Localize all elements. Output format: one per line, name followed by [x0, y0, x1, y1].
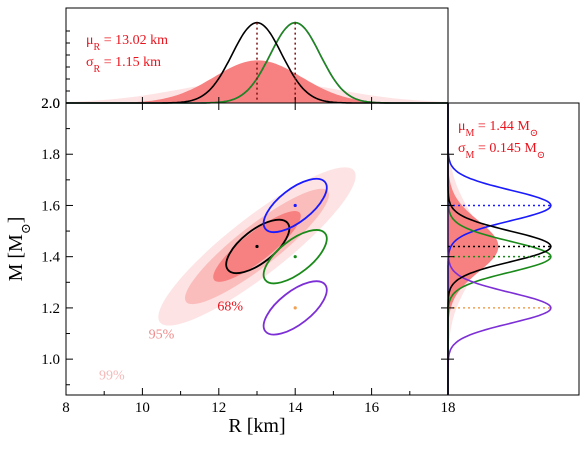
top-mu-label: μR = 13.02 km [86, 33, 168, 53]
series-ellipse-1 [262, 177, 328, 234]
top-y-label: 2.0 [41, 96, 60, 112]
main-panel: 68%95%99% 8 10 12 14 16 181.01.21.41.61.82.0 … [5, 96, 456, 437]
y-tick-label-5: 2.0 [41, 96, 60, 112]
confidence-label-2: 99% [99, 369, 125, 384]
x-tick-label-1: 10 [135, 400, 150, 416]
main-axes-ticks: 8 10 12 14 16 18 1.0 1.2 1.4 1.6 1.8 2.0 [41, 96, 455, 416]
y-tick-label-4: 1.8 [41, 147, 60, 163]
x-tick-label-5: 18 [441, 400, 456, 416]
right-panel: μM = 1.44 M⊙ σM = 0.145 M⊙ [447, 102, 580, 396]
series-ellipse-2 [262, 229, 328, 285]
y-axis-label: M [M⊙] [5, 217, 33, 282]
series-point-1 [293, 203, 297, 208]
x-axis-label: R [km] [228, 415, 285, 437]
series-point-0 [255, 244, 259, 249]
confidence-label-0: 68% [217, 299, 243, 314]
right-fill [448, 103, 499, 395]
confidence-label-1: 95% [149, 328, 175, 343]
series-point-3 [293, 306, 297, 310]
top-fill [66, 60, 448, 103]
y-tick-label-0: 1.0 [41, 352, 60, 368]
series-point-2 [293, 255, 297, 259]
x-tick-label-3: 14 [288, 400, 304, 416]
x-tick-label-2: 12 [211, 400, 226, 416]
top-sigma-label: σR = 1.15 km [86, 55, 161, 75]
y-tick-label-3: 1.6 [41, 198, 60, 214]
series-ellipse-0 [225, 218, 291, 275]
x-tick-label-0: 8 [62, 400, 70, 416]
series-ellipse-3 [262, 280, 328, 336]
y-tick-label-1: 1.2 [41, 301, 60, 317]
top-panel: 2.0 μR = 13.02 km σR = 1.15 km [41, 7, 449, 112]
x-tick-label-4: 16 [364, 400, 380, 416]
right-sigma-label: σM = 0.145 M⊙ [458, 141, 545, 161]
main-plot-area: 68% 95% 99% [99, 167, 356, 384]
right-mu-label: μM = 1.44 M⊙ [458, 119, 538, 139]
y-tick-label-2: 1.4 [41, 250, 60, 266]
